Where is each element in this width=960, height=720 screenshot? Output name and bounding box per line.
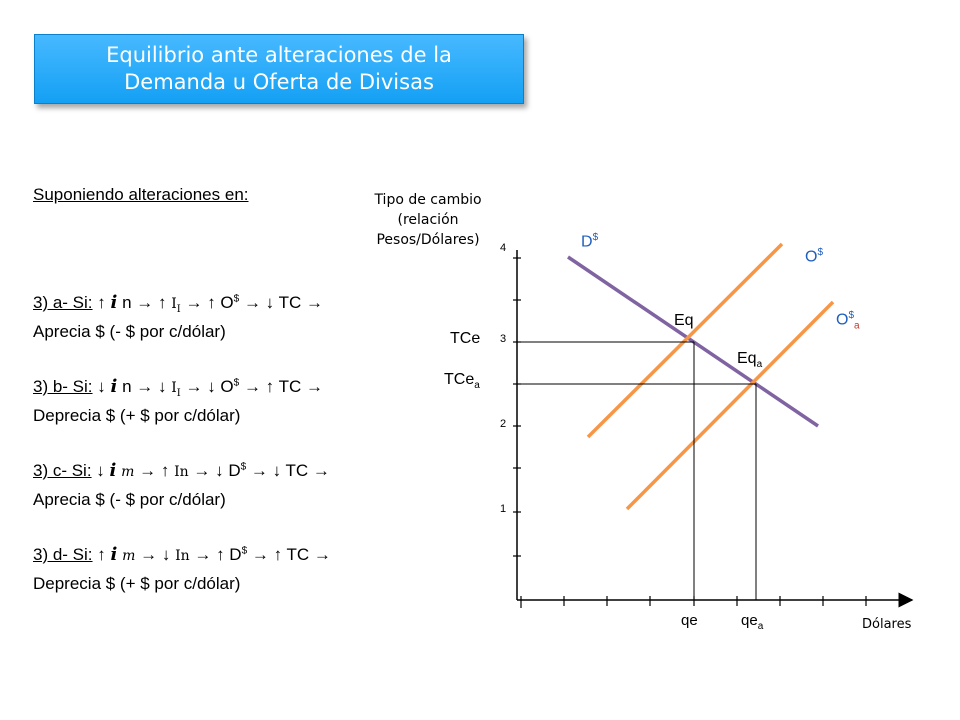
case-a-line-1: 3) a- Si: ↑ i n → ↑ II → ↑ O$ → ↓ TC → [33,292,323,315]
case-d-sup: $ [241,545,248,557]
intro-text: Suponiendo alteraciones en: [33,185,249,204]
y-tick-1: 1 [500,503,507,515]
y-tick-4: 4 [500,242,507,254]
supply-text: O [805,248,818,266]
case-b-var: i [110,376,118,397]
qea-text: qe [741,612,758,629]
case-c-arrow-1: ↓ [96,461,105,480]
y-axis-title-line-1: Tipo de cambio [374,192,482,208]
case-a-var: i [110,292,118,313]
title-line-2: Demanda u Oferta de Divisas [124,70,434,94]
supply-a-sup: $ [848,310,855,321]
case-b-mid-text: I [171,380,177,396]
case-d-line-2: Deprecia $ (+ $ por c/dólar) [33,574,241,593]
supply-curve-a [625,300,835,511]
case-a-label: 3) a- Si: [33,293,93,312]
x-axis-title: Dólares [862,617,912,632]
case-a-mid-text: I [171,296,177,312]
case-d-var-sub: m [122,548,136,564]
title-line-1: Equilibrio ante alteraciones de la [106,43,452,67]
tcea-text: TCe [444,371,475,388]
demand-sup: $ [592,232,599,243]
supply-curve [586,242,784,439]
supply-label: O$ [805,247,823,266]
demand-text: D [581,233,593,251]
case-c-mid: In [174,464,189,480]
case-b-sup: $ [233,377,240,389]
qe-label: qe [681,612,698,629]
case-c-var: i [109,460,117,481]
eqa-text: Eq [737,350,757,367]
case-b-mid: II [171,380,181,399]
case-c-line-2: Aprecia $ (- $ por c/dólar) [33,490,226,509]
y-tick-2: 2 [500,418,507,430]
case-a-arrow-3: → ↑ O [185,293,234,312]
eqa-label: Eqa [737,350,762,370]
case-d-arrow-2: → ↓ [140,545,171,564]
y-tick-3: 3 [500,333,507,345]
supply-a-text: O [836,311,849,329]
case-c-mid-text: In [174,464,189,480]
case-d-label: 3) d- Si: [33,545,93,564]
case-c-label: 3) c- Si: [33,461,92,480]
case-b-line-1: 3) b- Si: ↓ i n → ↓ II → ↓ O$ → ↑ TC → [33,376,323,399]
case-c-arrow-2: → ↑ [139,461,170,480]
tcea-sub: a [474,380,480,392]
case-d-mid: In [175,548,190,564]
y-axis-title-line-2: (relación [397,212,459,228]
case-d-arrow-3: → ↑ D [194,545,242,564]
case-b-label: 3) b- Si: [33,377,93,396]
case-c-arrow-3: → ↓ D [193,461,241,480]
case-b-var-sub: n [122,377,132,396]
case-a-sup: $ [233,293,240,305]
eqa-sub: a [756,359,763,371]
title-banner: Equilibrio ante alteraciones de la Deman… [34,34,524,104]
qea-sub: a [757,621,764,632]
case-b-line-2: Deprecia $ (+ $ por c/dólar) [33,406,241,425]
case-c-line-1: 3) c- Si: ↓ i m → ↑ In → ↓ D$ → ↓ TC → [33,460,330,481]
y-axis-title: Tipo de cambio (relación Pesos/Dólares) [358,190,498,250]
supply-a-label: O$a [836,310,860,332]
supply-a-sub: a [854,320,860,332]
case-d-tail: → ↑ TC → [251,545,331,564]
case-a-mid-sub: I [176,303,181,315]
eq-label: Eq [674,312,694,329]
case-c-tail: → ↓ TC → [250,461,330,480]
tcea-label: TCea [444,371,480,391]
case-a-arrow-1: ↑ [97,293,106,312]
supply-sup: $ [817,247,824,258]
case-c-var-sub: m [121,464,135,480]
case-b-arrow-1: ↓ [97,377,106,396]
demand-label: D$ [581,232,598,251]
case-d-line-1: 3) d- Si: ↑ i m → ↓ In → ↑ D$ → ↑ TC → [33,544,331,565]
tce-label: TCe [450,330,481,347]
case-a-tail: → ↓ TC → [243,293,323,312]
equilibrium-guides [517,341,757,600]
case-a-arrow-2: → ↑ [136,293,167,312]
case-a-mid: II [171,296,181,315]
case-b-arrow-2: → ↓ [136,377,167,396]
case-a-line-2: Aprecia $ (- $ por c/dólar) [33,322,226,341]
case-d-mid-text: In [175,548,190,564]
case-d-var: i [110,544,118,565]
y-axis-title-line-3: Pesos/Dólares) [376,232,480,248]
case-b-tail: → ↑ TC → [243,377,323,396]
case-a-var-sub: n [122,293,132,312]
case-c-sup: $ [240,461,247,473]
case-b-arrow-3: → ↓ O [185,377,234,396]
qea-label: qea [741,612,763,632]
case-d-arrow-1: ↑ [97,545,106,564]
case-b-mid-sub: I [176,387,181,399]
